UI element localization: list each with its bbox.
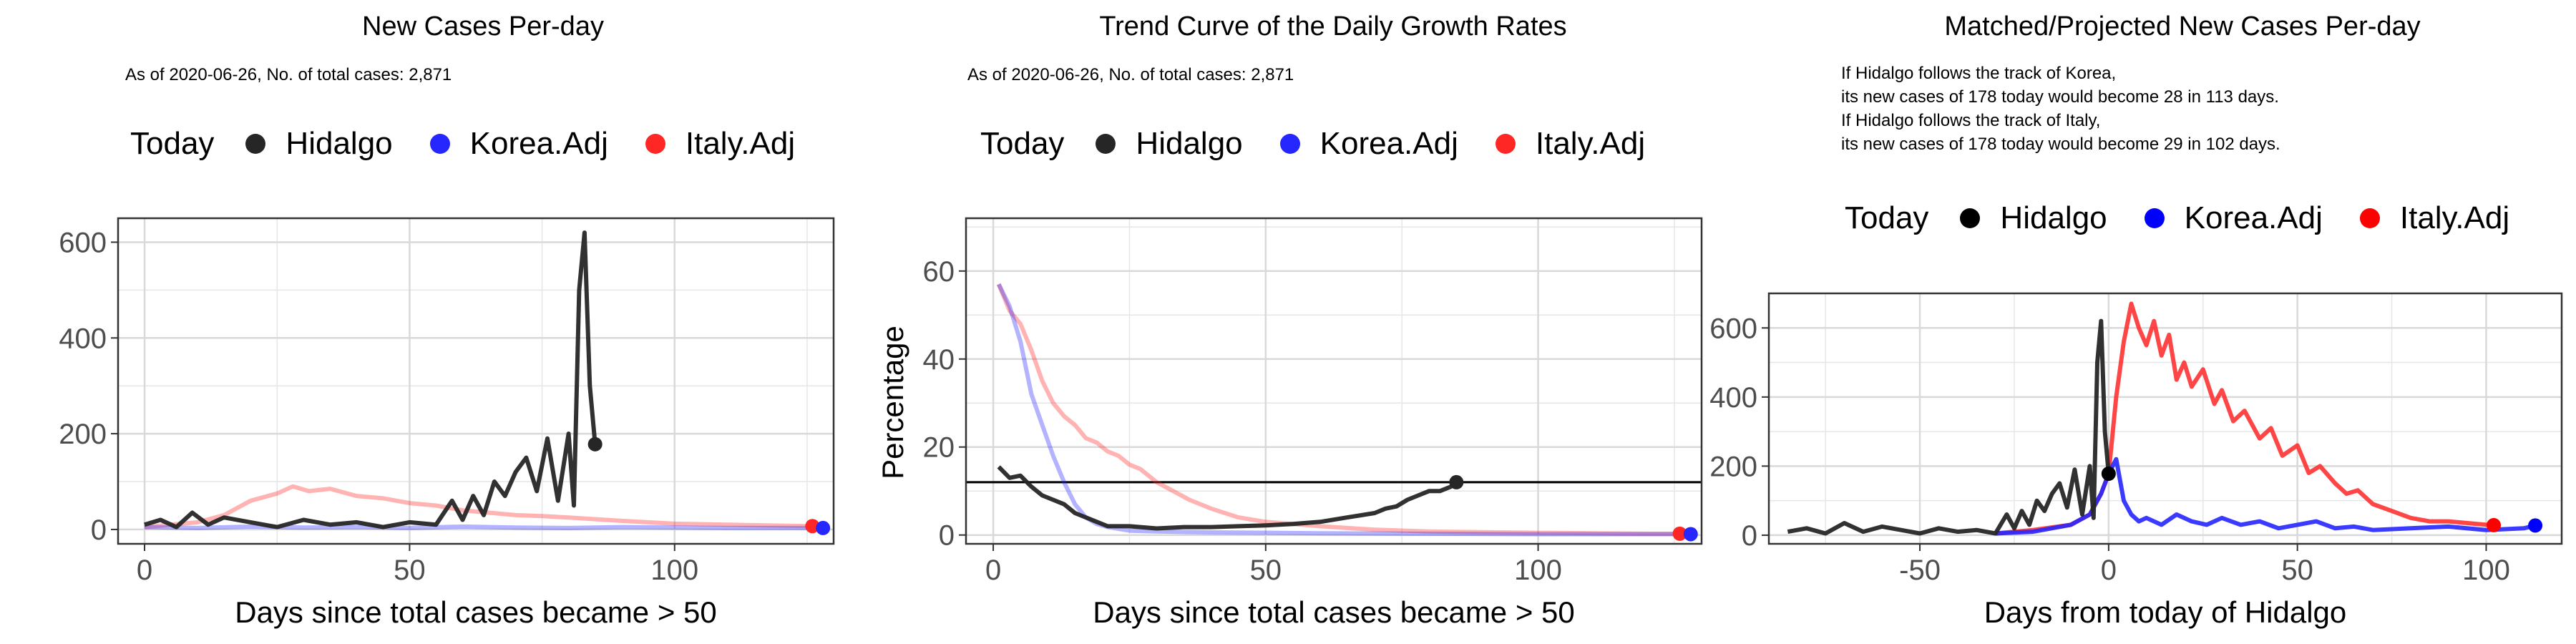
legend-hidalgo: Hidalgo <box>2000 200 2107 235</box>
series-korea-adj-line <box>144 524 824 530</box>
legend-hidalgo-dot <box>1960 208 1981 228</box>
legend-title: Today <box>1845 200 1929 235</box>
series-italy-adj-line <box>144 484 813 530</box>
panel-1-subtitle: As of 2020-06-26, No. of total cases: 2,… <box>125 65 452 84</box>
series-hidalgo-line <box>144 230 597 530</box>
x-tick-label: 50 <box>394 555 426 586</box>
legend-italy-dot <box>1495 134 1516 154</box>
panel-1-plot: 0 50 100 0 200 400 600 Days since total cases b… <box>59 217 835 629</box>
legend-hidalgo-dot <box>1096 134 1116 154</box>
panel-3-subtitle-line-2: its new cases of 178 today would become … <box>1841 87 2279 107</box>
today-point-italy-adj <box>1672 526 1687 541</box>
y-tick-label: 200 <box>1709 451 1757 482</box>
series-korea-adj-line <box>997 283 1691 537</box>
panel-3-subtitle: If Hidalgo follows the track of Korea, i… <box>1841 62 2280 156</box>
panel-3-subtitle-line-1: If Hidalgo follows the track of Korea, <box>1841 64 2117 83</box>
x-tick-label: 50 <box>1250 555 1282 586</box>
panel-border <box>965 217 1703 545</box>
legend-italy: Italy.Adj <box>685 126 796 161</box>
panel-3-plot: -50 0 50 100 0 200 400 600 Days from today of Hi… <box>1709 292 2563 629</box>
legend-italy: Italy.Adj <box>2399 200 2510 235</box>
x-tick-label: 100 <box>2462 555 2510 586</box>
legend-korea-dot <box>2144 208 2165 228</box>
legend-korea: Korea.Adj <box>469 126 608 161</box>
panel-3-title: Matched/Projected New Cases Per-day <box>1944 11 2421 42</box>
x-axis-label: Days since total cases became > 50 <box>1093 595 1575 629</box>
today-point-hidalgo <box>2101 467 2116 481</box>
panel-2-plot: 0 50 100 0 20 40 60 Days since total cases beca… <box>876 217 1703 629</box>
legend-hidalgo: Hidalgo <box>286 126 393 161</box>
legend-korea: Korea.Adj <box>2184 200 2323 235</box>
panel-border <box>117 217 835 545</box>
panel-2-subtitle: As of 2020-06-26, No. of total cases: 2,… <box>967 65 1294 84</box>
legend-title: Today <box>980 126 1065 161</box>
x-tick-label: -50 <box>1899 555 1941 586</box>
legend-title: Today <box>130 126 215 161</box>
today-point-italy-adj <box>2487 517 2502 532</box>
y-tick-label: 200 <box>59 419 107 450</box>
x-axis-label: Days since total cases became > 50 <box>235 595 717 629</box>
y-tick-label: 600 <box>59 227 107 258</box>
x-tick-label: 100 <box>1514 555 1562 586</box>
panel-2-legend: Today Hidalgo Korea.Adj Italy.Adj <box>980 126 1682 162</box>
panel-2-title: Trend Curve of the Daily Growth Rates <box>1099 11 1567 42</box>
y-tick-label: 0 <box>939 520 955 552</box>
x-tick-label: 0 <box>137 555 152 586</box>
legend-hidalgo: Hidalgo <box>1136 126 1243 161</box>
panel-3-subtitle-line-3: If Hidalgo follows the track of Italy, <box>1841 111 2101 130</box>
y-tick-label: 400 <box>59 323 107 354</box>
y-tick-label: 40 <box>923 344 955 376</box>
panel-border <box>1767 292 2563 545</box>
series-hidalgo-line <box>997 465 1458 531</box>
today-point-hidalgo <box>587 436 602 452</box>
y-tick-label: 0 <box>1742 520 1757 552</box>
panel-3-legend: Today Hidalgo Korea.Adj Italy.Adj <box>1845 200 2547 236</box>
x-tick-label: 50 <box>2281 555 2313 586</box>
x-tick-label: 0 <box>2101 555 2117 586</box>
y-tick-label: 60 <box>923 256 955 288</box>
today-point-hidalgo <box>1449 474 1464 489</box>
legend-italy-dot <box>645 134 665 154</box>
legend-korea-dot <box>1279 134 1300 154</box>
today-point-korea-adj <box>816 520 831 535</box>
x-tick-label: 0 <box>985 555 1001 586</box>
x-axis-label: Days from today of Hidalgo <box>1984 595 2347 629</box>
legend-italy: Italy.Adj <box>1535 126 1646 161</box>
legend-korea: Korea.Adj <box>1319 126 1458 161</box>
y-tick-label: 20 <box>923 432 955 464</box>
series-italy-adj-line <box>1995 301 2494 536</box>
y-tick-label: 600 <box>1709 313 1757 344</box>
y-axis-label: Percentage <box>876 326 909 479</box>
x-tick-label: 100 <box>650 555 698 586</box>
today-point-italy-adj <box>805 519 820 534</box>
series-italy-adj-line <box>996 283 1680 536</box>
today-point-korea-adj <box>1683 527 1698 542</box>
panel-1-legend: Today Hidalgo Korea.Adj Italy.Adj <box>130 126 832 162</box>
y-tick-label: 400 <box>1709 382 1757 414</box>
legend-italy-dot <box>2359 208 2380 228</box>
panel-3-subtitle-line-4: its new cases of 178 today would become … <box>1841 135 2280 154</box>
today-point-korea-adj <box>2528 518 2543 533</box>
y-tick-label: 0 <box>91 514 107 546</box>
legend-korea-dot <box>429 134 450 154</box>
panel-1-title: New Cases Per-day <box>362 11 604 42</box>
series-hidalgo-line <box>1787 318 2111 536</box>
legend-hidalgo-dot <box>245 134 266 154</box>
